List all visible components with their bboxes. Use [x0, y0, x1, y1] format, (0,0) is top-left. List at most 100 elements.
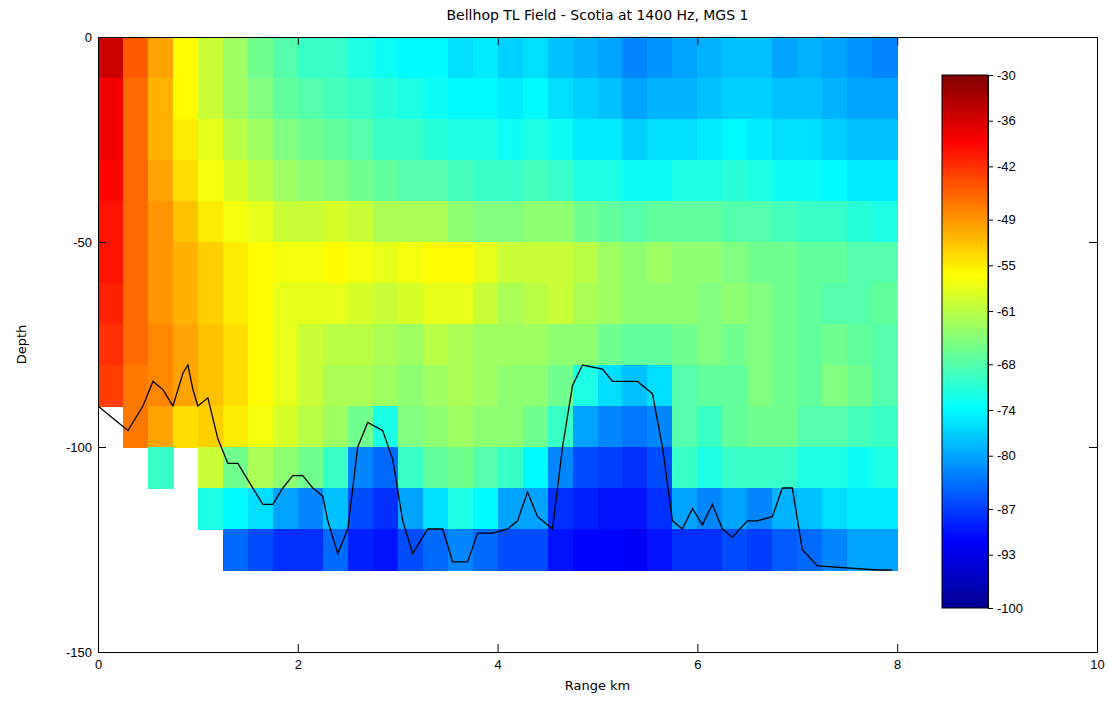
heat-cell — [473, 406, 499, 448]
heat-cell — [298, 242, 324, 284]
heat-cell — [373, 160, 399, 202]
heat-cell — [173, 201, 199, 243]
tick: -36 — [988, 113, 1016, 128]
heat-cell — [573, 242, 599, 284]
heat-cell — [822, 365, 848, 407]
heat-cell — [398, 119, 424, 161]
heat-cell — [173, 37, 199, 79]
heat-cell — [647, 406, 673, 448]
x-axis-top — [99, 37, 1098, 45]
heat-cell — [598, 37, 624, 79]
heat-cell — [647, 365, 673, 407]
heat-cell — [323, 447, 349, 489]
heat-cell — [273, 78, 299, 120]
heat-cell — [173, 365, 199, 407]
heat-cell — [598, 488, 624, 530]
heat-cell — [523, 324, 549, 366]
heat-cell — [498, 283, 524, 325]
heat-cell — [448, 242, 474, 284]
tick: -87 — [988, 502, 1016, 517]
bottom-line — [98, 365, 892, 570]
heat-cell — [722, 78, 748, 120]
heat-cell — [498, 78, 524, 120]
heat-cell — [722, 529, 748, 571]
heat-cell — [672, 406, 698, 448]
heat-cell — [223, 406, 249, 448]
tick — [897, 37, 898, 45]
heat-cell — [847, 283, 873, 325]
heat-cell — [523, 406, 549, 448]
heat-cell — [573, 406, 599, 448]
tick: 6 — [694, 644, 701, 672]
heat-cell — [448, 119, 474, 161]
heat-cell — [323, 324, 349, 366]
title: Bellhop TL Field - Scotia at 1400 Hz, MG… — [447, 7, 749, 23]
heat-cell — [872, 37, 898, 79]
heat-cell — [747, 78, 773, 120]
heat-cell — [772, 365, 798, 407]
heat-cell — [672, 78, 698, 120]
tick-mark — [1089, 652, 1097, 653]
heat-cell — [273, 119, 299, 161]
heat-cell — [847, 529, 873, 571]
heat-cell — [598, 283, 624, 325]
heat-cell — [98, 365, 124, 407]
heat-cell — [423, 447, 449, 489]
heat-cell — [448, 283, 474, 325]
heat-cell — [622, 283, 648, 325]
heat-cell — [747, 242, 773, 284]
tick-label: 2 — [295, 657, 302, 672]
heat-cell — [148, 324, 174, 366]
heat-cell — [697, 160, 723, 202]
heat-cell — [473, 78, 499, 120]
heat-cell — [198, 242, 224, 284]
heat-cell — [548, 365, 574, 407]
heat-cell — [772, 447, 798, 489]
heat-cell — [123, 78, 149, 120]
tick — [1089, 242, 1097, 243]
heat-cell — [423, 365, 449, 407]
heat-cell — [223, 119, 249, 161]
heat-cell — [248, 201, 274, 243]
heat-cell — [148, 406, 174, 448]
heat-cell — [348, 160, 374, 202]
heat-cell — [697, 283, 723, 325]
heat-cell — [747, 324, 773, 366]
tick-label: 8 — [894, 657, 901, 672]
heat-cell — [797, 78, 823, 120]
heat-cell — [273, 529, 299, 571]
heat-cell — [772, 242, 798, 284]
heat-cell — [273, 447, 299, 489]
heat-cell — [722, 406, 748, 448]
heat-cell — [473, 242, 499, 284]
heat-cell — [672, 242, 698, 284]
heat-cell — [498, 324, 524, 366]
heat-cell — [772, 406, 798, 448]
tick — [1089, 447, 1097, 448]
tick — [697, 37, 698, 45]
heat-cell — [847, 119, 873, 161]
heat-cell — [847, 242, 873, 284]
tick: 8 — [894, 644, 901, 672]
heat-cell — [722, 447, 748, 489]
heat-cell — [198, 160, 224, 202]
heat-cell — [348, 529, 374, 571]
heat-cell — [548, 160, 574, 202]
heat-cell — [123, 201, 149, 243]
heat-cell — [298, 283, 324, 325]
heat-cell — [398, 488, 424, 530]
heat-cell — [323, 119, 349, 161]
heat-cell — [647, 160, 673, 202]
heat-cell — [123, 242, 149, 284]
x-axis: 0246810 — [95, 644, 1105, 672]
heat-cell — [173, 160, 199, 202]
heat-cell — [198, 406, 224, 448]
heat-cell — [847, 406, 873, 448]
colorbar — [942, 75, 988, 608]
heat-cell — [672, 529, 698, 571]
heat-cell — [822, 488, 848, 530]
heat-cell — [573, 529, 599, 571]
heat-cell — [523, 201, 549, 243]
tick-mark — [498, 644, 499, 652]
heat-cell — [398, 529, 424, 571]
